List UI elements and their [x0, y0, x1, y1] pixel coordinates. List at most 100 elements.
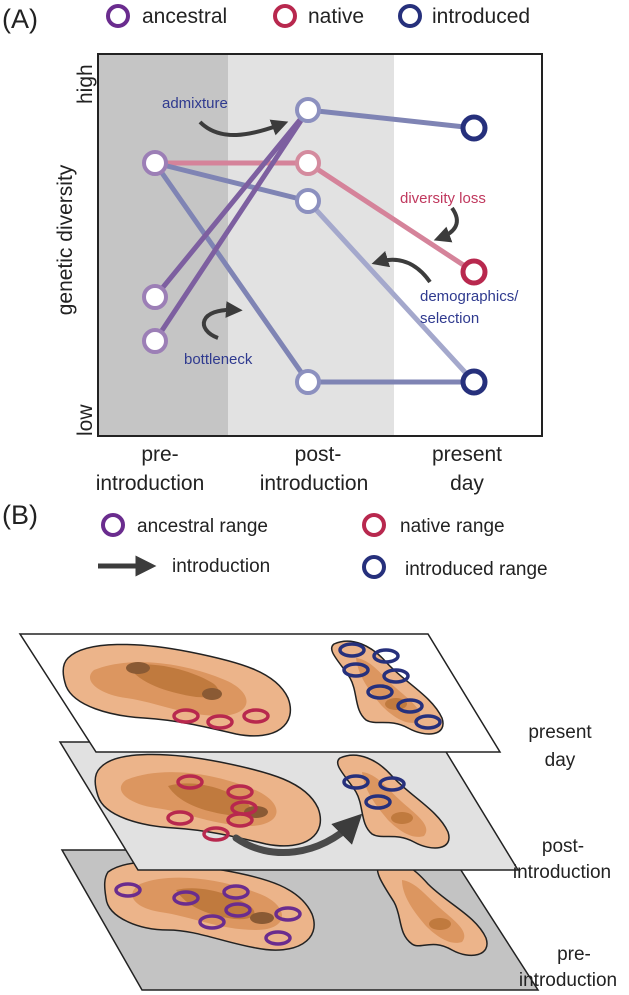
annotation-bottleneck: bottleneck	[184, 351, 253, 368]
line-introduced-a	[152, 160, 311, 204]
native-rings	[166, 774, 258, 842]
ring-marker-icon	[106, 4, 130, 28]
x-label-post-1: post-	[295, 443, 342, 466]
x-label-present-1: present	[432, 443, 502, 466]
curved-arrow-icon	[201, 301, 243, 340]
ring-marker-icon	[224, 902, 252, 918]
node-ancestral-low	[142, 328, 168, 354]
ring-marker-icon	[396, 698, 424, 714]
annotation-selection: selection	[420, 310, 479, 327]
ring-marker-icon	[378, 776, 406, 792]
annotation-admixture: admixture	[162, 95, 228, 112]
ring-marker-icon	[222, 884, 250, 900]
node-present-high	[460, 114, 488, 142]
ring-marker-icon	[342, 662, 370, 678]
introduced-rings-present	[338, 642, 442, 730]
ring-marker-icon	[172, 708, 200, 724]
node-post-native	[295, 150, 321, 176]
node-post-mid	[295, 188, 321, 214]
layer-pre-introduction	[60, 849, 540, 991]
ring-marker-icon	[172, 890, 200, 906]
introduced-rings	[342, 774, 406, 810]
panel-a-legend: ancestral native introduced	[106, 4, 530, 28]
legend-ancestral-range: ancestral range	[137, 516, 268, 537]
curved-arrow-icon	[198, 119, 289, 137]
layer-label-post-2: introduction	[513, 862, 611, 883]
x-label-pre-2: introduction	[96, 472, 205, 495]
node-ancestral-mid	[142, 284, 168, 310]
panel-b-label: (B)	[2, 500, 38, 530]
map-contour	[168, 783, 251, 816]
legend-native-range: native range	[400, 516, 505, 537]
layer-label-present-1: present	[528, 722, 592, 743]
legend-native: native	[308, 5, 364, 28]
node-post-high	[295, 97, 321, 123]
ring-marker-icon	[382, 668, 410, 684]
ring-marker-icon	[114, 882, 142, 898]
curved-arrow-icon	[371, 251, 432, 284]
ancestral-rings	[114, 882, 302, 946]
nodes	[142, 97, 488, 396]
node-present-low	[460, 368, 488, 396]
panel-b-legend: ancestral range native range introductio…	[98, 513, 548, 580]
x-label-pre-1: pre-	[141, 443, 178, 466]
line-high-present	[305, 107, 477, 131]
legend-ancestral: ancestral	[142, 5, 227, 28]
x-label-present-2: day	[450, 472, 484, 495]
map-core	[429, 918, 451, 930]
curved-arrow-icon	[232, 813, 363, 857]
x-label-post-2: introduction	[260, 472, 369, 495]
layer-post-introduction	[58, 741, 520, 871]
panel-b: (B) ancestral range native range introdu…	[2, 500, 617, 991]
ring-marker-icon	[176, 774, 204, 790]
panel-a-label: (A)	[2, 4, 38, 34]
node-post-low	[295, 369, 321, 395]
annotation-diversity-loss: diversity loss	[400, 190, 486, 207]
ring-marker-icon	[366, 684, 394, 700]
node-ancestral-top	[142, 150, 168, 176]
layer-label-post-1: post-	[542, 836, 584, 857]
curved-arrow-icon	[433, 206, 459, 243]
legend-introduction: introduction	[172, 556, 270, 577]
ring-marker-icon	[274, 906, 302, 922]
legend-introduced: introduced	[432, 5, 530, 28]
lineage-lines	[152, 107, 477, 385]
ring-marker-icon	[226, 784, 254, 800]
ring-marker-icon	[273, 4, 297, 28]
node-present-native	[460, 258, 488, 286]
layer-label-pre-1: pre-	[557, 944, 591, 965]
map-core	[391, 812, 413, 824]
ring-marker-icon	[362, 555, 386, 579]
ring-marker-icon	[414, 714, 442, 730]
ring-marker-icon	[372, 648, 400, 664]
annotation-demographics: demographics/	[420, 288, 519, 305]
ring-marker-icon	[166, 810, 194, 826]
ring-marker-icon	[264, 930, 292, 946]
line-admixture-2	[152, 107, 311, 344]
legend-introduced-range: introduced range	[405, 559, 548, 580]
ring-marker-icon	[398, 4, 422, 28]
line-bottleneck	[152, 160, 311, 385]
layer-label-pre-2: introduction	[519, 970, 617, 991]
map-core	[126, 662, 150, 674]
plot-frame	[97, 53, 543, 437]
layer-label-present-2: day	[545, 750, 576, 771]
line-admixture-1	[152, 107, 311, 300]
native-rings-present	[172, 708, 270, 730]
map-core	[250, 912, 274, 924]
map-contour	[128, 664, 219, 698]
layer-present-day	[18, 633, 502, 753]
ring-marker-icon	[338, 642, 366, 658]
ring-marker-icon	[242, 708, 270, 724]
ring-marker-icon	[342, 774, 370, 790]
y-high-label: high	[74, 64, 97, 104]
ring-marker-icon	[362, 513, 386, 537]
line-native-post-present	[305, 160, 477, 275]
y-axis-title: genetic diversity	[54, 164, 77, 315]
map-core	[202, 688, 222, 700]
ring-marker-icon	[226, 812, 254, 828]
ring-marker-icon	[101, 513, 125, 537]
line-introduced-b	[305, 198, 477, 385]
y-low-label: low	[74, 404, 97, 436]
